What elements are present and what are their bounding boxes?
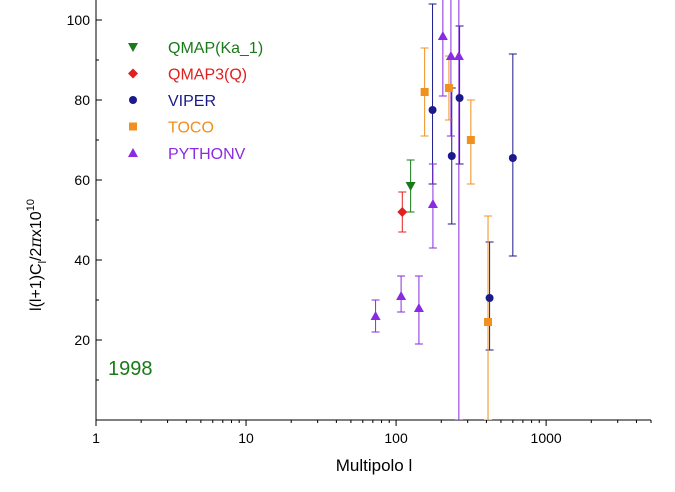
data-markers [370, 31, 517, 326]
point-qmap3-q-0 [397, 207, 408, 217]
chart-annotation: 1998 [108, 358, 153, 380]
point-viper-3 [485, 294, 494, 302]
point-viper-4 [508, 154, 517, 162]
legend-marker-qmap-ka-1 [128, 43, 138, 52]
legend-label-toco: TOCO [168, 120, 214, 137]
legend-marker-viper [129, 96, 137, 104]
point-toco-1 [444, 84, 453, 92]
y-label-part-3: x10 [28, 211, 45, 237]
error-bars [371, 0, 517, 420]
y-tick-label: 60 [74, 172, 90, 188]
svg-text:l(l+1)Cl/2πx1010: l(l+1)Cl/2πx1010 [25, 199, 49, 311]
point-viper-0 [428, 106, 437, 114]
x-axis-label: Multipolo l [336, 456, 413, 475]
point-viper-2 [455, 94, 464, 102]
legend-label-pythonv: PYTHONV [168, 146, 246, 163]
legend-marker-pythonv [128, 148, 138, 157]
y-label-part-1: l(l+1)C [28, 263, 45, 311]
point-pythonv-5 [445, 51, 456, 60]
legend-marker-toco [129, 122, 137, 131]
axes: 20 40 60 80 100 1 10 100 1000 [67, 0, 652, 446]
y-label-pi: π [26, 237, 45, 249]
legend: QMAP(Ka_1) QMAP3(Q) VIPER TOCO PYTHONV [128, 40, 263, 163]
point-toco-3 [484, 318, 493, 326]
point-pythonv-2 [413, 303, 424, 312]
legend-label-qmap-ka-1: QMAP(Ka_1) [168, 40, 263, 57]
legend-label-viper: VIPER [168, 93, 216, 110]
y-label-exponent: 10 [25, 199, 37, 211]
point-pythonv-6 [453, 51, 464, 60]
y-label-sub-l: l [37, 261, 49, 263]
legend-marker-qmap3-q [128, 68, 138, 79]
y-tick-label: 80 [74, 92, 90, 108]
point-pythonv-3 [427, 199, 438, 208]
y-tick-label: 20 [74, 332, 90, 348]
y-label-part-2: /2 [28, 248, 45, 261]
point-qmap-ka-1-0 [405, 182, 416, 191]
x-tick-label: 100 [384, 430, 408, 446]
point-toco-0 [420, 88, 429, 96]
y-tick-label: 40 [74, 252, 90, 268]
x-tick-label: 1 [92, 430, 100, 446]
point-pythonv-4 [437, 31, 448, 40]
x-tick-label: 10 [238, 430, 254, 446]
legend-label-qmap3-q: QMAP3(Q) [168, 67, 247, 84]
point-viper-1 [447, 152, 456, 160]
y-axis-label: l(l+1)Cl/2πx1010 [25, 199, 49, 311]
x-tick-label: 1000 [531, 430, 562, 446]
y-tick-label: 100 [67, 12, 91, 28]
point-toco-2 [466, 136, 475, 144]
point-pythonv-0 [370, 311, 381, 320]
point-pythonv-1 [396, 291, 407, 300]
